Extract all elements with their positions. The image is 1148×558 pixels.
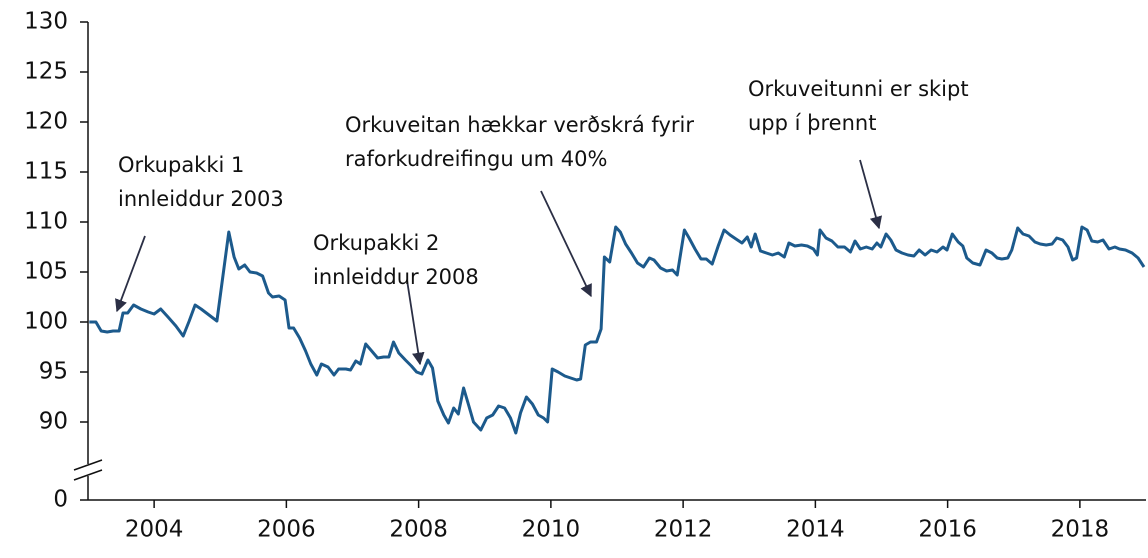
arrow [859, 159, 883, 230]
annotation: Orkuveitan hækkar verðskrá fyrir [345, 113, 694, 137]
y-tick-label: 115 [24, 159, 68, 185]
y-tick-label: 95 [39, 359, 68, 385]
x-tick-label: 2014 [786, 517, 845, 543]
y-tick-label: 100 [24, 309, 68, 335]
annotation: Orkupakki 2 [313, 231, 439, 255]
axis-break [73, 459, 103, 481]
x-tick-label: 2016 [918, 517, 977, 543]
y-tick-label: 0 [53, 487, 68, 513]
x-tick-label: 2012 [654, 517, 713, 543]
annotation: innleiddur 2008 [313, 265, 479, 289]
y-tick-label: 125 [24, 59, 68, 85]
x-tick-label: 2004 [125, 517, 184, 543]
annotation: raforkudreifingu um 40% [345, 147, 607, 171]
y-tick-label: 105 [24, 259, 68, 285]
arrow [115, 235, 146, 313]
arrow [540, 190, 592, 298]
y-tick-label: 120 [24, 109, 68, 135]
y-tick-label: 110 [24, 209, 68, 235]
y-tick-label: 130 [24, 9, 68, 35]
x-tick-label: 2008 [389, 517, 448, 543]
x-tick-label: 2006 [257, 517, 316, 543]
annotation: Orkuveitunni er skipt [748, 77, 969, 101]
annotation: innleiddur 2003 [118, 187, 284, 211]
data-line [89, 225, 1146, 435]
y-tick-label: 90 [39, 409, 68, 435]
x-tick-label: 2010 [522, 517, 581, 543]
annotation: Orkupakki 1 [118, 153, 244, 177]
arrow [406, 279, 425, 366]
annotation: upp í þrennt [748, 111, 876, 135]
annotation-arrows [115, 159, 883, 366]
x-tick-label: 2018 [1051, 517, 1110, 543]
